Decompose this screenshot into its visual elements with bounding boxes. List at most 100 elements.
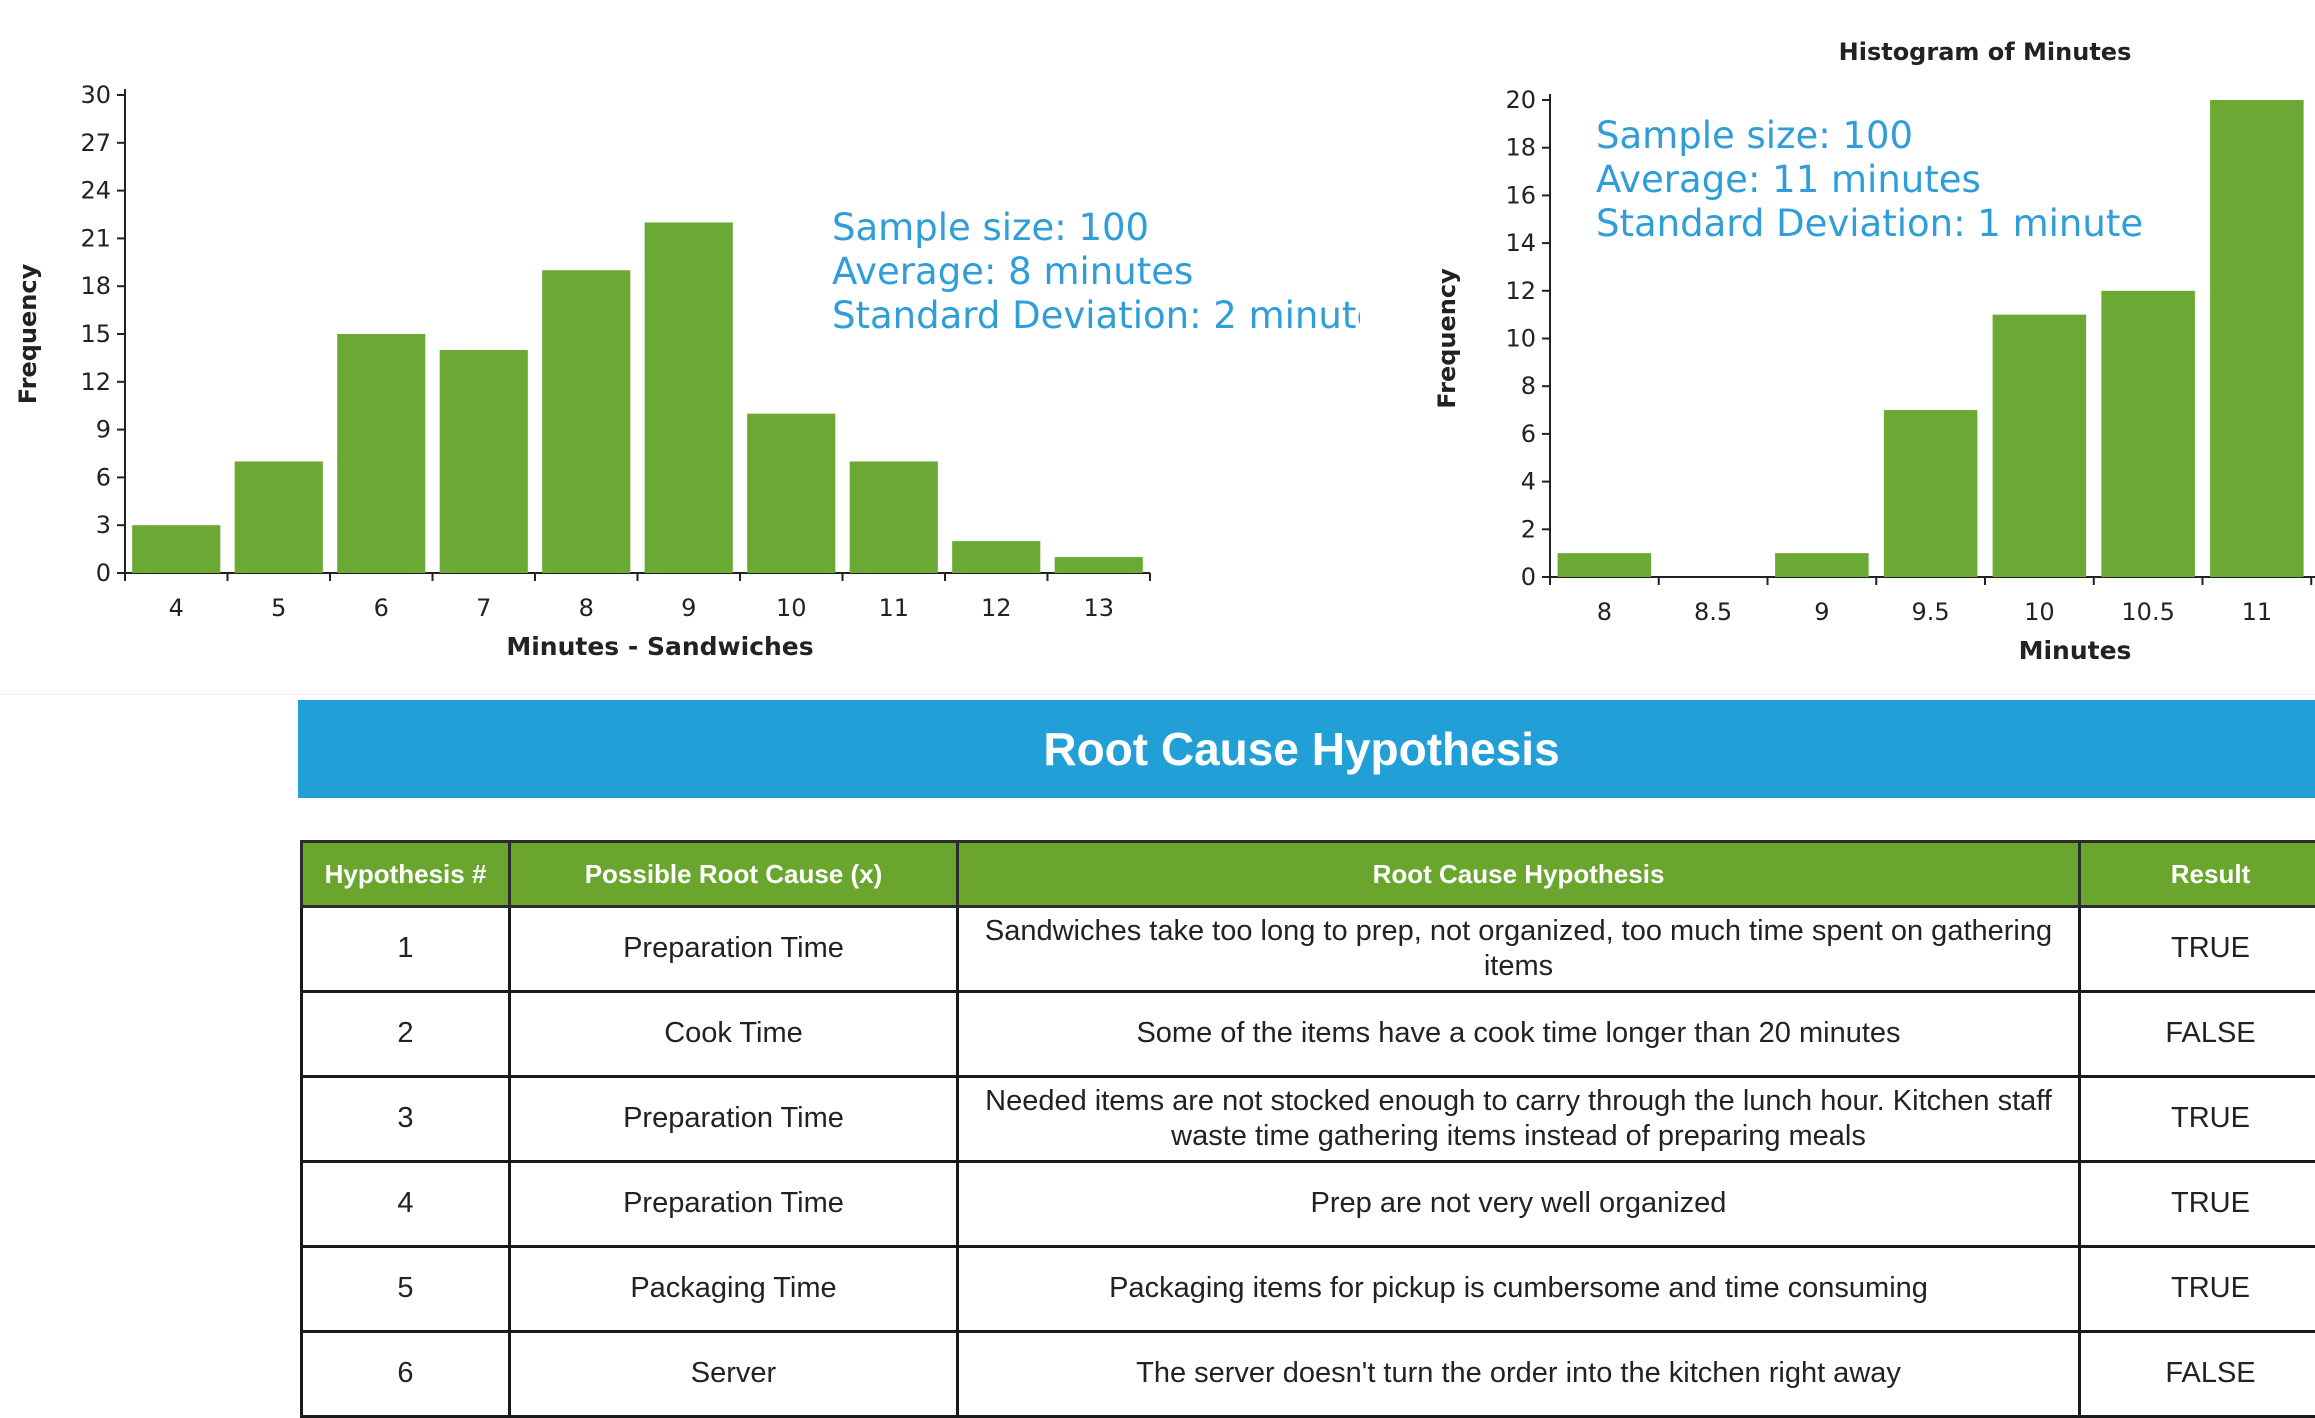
- y-tick-label: 16: [1505, 181, 1536, 209]
- table-row: 1 Preparation Time Sandwiches take too l…: [302, 907, 2315, 992]
- hypothesis-number: 5: [302, 1247, 510, 1332]
- bar: [132, 525, 220, 573]
- result: TRUE: [2080, 1077, 2315, 1162]
- stats-annotation: Sample size: 100: [1596, 114, 1913, 157]
- root-cause: Server: [510, 1332, 958, 1417]
- root-cause: Preparation Time: [510, 1162, 958, 1247]
- root-cause-banner: Root Cause Hypothesis: [298, 700, 2315, 798]
- x-tick-label: 11: [878, 594, 909, 622]
- hypothesis-text: Some of the items have a cook time longe…: [958, 992, 2080, 1077]
- stats-annotation: Standard Deviation: 1 minute: [1596, 202, 2143, 245]
- result: FALSE: [2080, 992, 2315, 1077]
- y-tick-label: 15: [80, 320, 111, 348]
- x-tick-label: 9: [1814, 598, 1829, 626]
- bar: [1993, 315, 2087, 577]
- hypothesis-text: Prep are not very well organized: [958, 1162, 2080, 1247]
- bar: [2101, 291, 2195, 577]
- table-header-row: Hypothesis # Possible Root Cause (x) Roo…: [302, 842, 2315, 907]
- x-tick-label: 9.5: [1912, 598, 1950, 626]
- y-tick-label: 12: [80, 368, 111, 396]
- result: FALSE: [2080, 1332, 2315, 1417]
- hypothesis-number: 3: [302, 1077, 510, 1162]
- root-cause: Packaging Time: [510, 1247, 958, 1332]
- x-tick-label: 5: [271, 594, 286, 622]
- y-tick-label: 0: [96, 559, 111, 587]
- header-result: Result: [2080, 842, 2315, 907]
- bar: [235, 461, 323, 573]
- y-tick-label: 0: [1521, 563, 1536, 591]
- hypothesis-number: 2: [302, 992, 510, 1077]
- y-tick-label: 2: [1521, 515, 1536, 543]
- x-tick-label: 10: [776, 594, 807, 622]
- result: TRUE: [2080, 1162, 2315, 1247]
- stats-annotation: Standard Deviation: 2 minutes: [832, 294, 1360, 337]
- y-tick-label: 6: [96, 463, 111, 491]
- header-hypothesis-number: Hypothesis #: [302, 842, 510, 907]
- stats-annotation: Sample size: 100: [832, 206, 1149, 249]
- result: TRUE: [2080, 907, 2315, 992]
- banner-title: Root Cause Hypothesis: [1043, 722, 1559, 776]
- bar: [952, 541, 1040, 573]
- hypothesis-number: 1: [302, 907, 510, 992]
- y-tick-label: 18: [80, 272, 111, 300]
- bar: [850, 461, 938, 573]
- bar: [747, 414, 835, 573]
- x-tick-label: 9: [681, 594, 696, 622]
- bar: [1558, 553, 1652, 577]
- root-cause: Preparation Time: [510, 907, 958, 992]
- bar: [542, 270, 630, 573]
- y-tick-label: 10: [1505, 325, 1536, 353]
- y-tick-label: 27: [80, 129, 111, 157]
- root-cause: Preparation Time: [510, 1077, 958, 1162]
- header-root-cause-hypothesis: Root Cause Hypothesis: [958, 842, 2080, 907]
- table-row: 4 Preparation Time Prep are not very wel…: [302, 1162, 2315, 1247]
- x-axis-title: Minutes: [2019, 636, 2132, 665]
- y-tick-label: 24: [80, 177, 111, 205]
- y-tick-label: 21: [80, 224, 111, 252]
- x-tick-label: 10: [2024, 598, 2055, 626]
- bar: [1775, 553, 1869, 577]
- x-tick-label: 7: [476, 594, 491, 622]
- table-row: 3 Preparation Time Needed items are not …: [302, 1077, 2315, 1162]
- table-row: 6 Server The server doesn't turn the ord…: [302, 1332, 2315, 1417]
- header-possible-root-cause: Possible Root Cause (x): [510, 842, 958, 907]
- x-tick-label: 11: [2242, 598, 2273, 626]
- x-tick-label: 12: [981, 594, 1012, 622]
- table-row: 2 Cook Time Some of the items have a coo…: [302, 992, 2315, 1077]
- bar: [440, 350, 528, 573]
- x-tick-label: 10.5: [2121, 598, 2174, 626]
- y-tick-label: 3: [96, 511, 111, 539]
- x-axis-title: Minutes - Sandwiches: [506, 632, 813, 661]
- root-cause-table: Hypothesis # Possible Root Cause (x) Roo…: [300, 840, 2315, 1418]
- hypothesis-text: Sandwiches take too long to prep, not or…: [958, 907, 2080, 992]
- bar: [645, 222, 733, 573]
- y-tick-label: 9: [96, 416, 111, 444]
- x-tick-label: 4: [169, 594, 184, 622]
- hypothesis-text: Needed items are not stocked enough to c…: [958, 1077, 2080, 1162]
- x-tick-label: 8: [1597, 598, 1612, 626]
- y-tick-label: 4: [1521, 468, 1536, 496]
- stats-annotation: Average: 8 minutes: [832, 250, 1193, 293]
- hypothesis-text: The server doesn't turn the order into t…: [958, 1332, 2080, 1417]
- table-row: 5 Packaging Time Packaging items for pic…: [302, 1247, 2315, 1332]
- y-tick-label: 12: [1505, 277, 1536, 305]
- y-tick-label: 6: [1521, 420, 1536, 448]
- x-tick-label: 8.5: [1694, 598, 1732, 626]
- hypothesis-number: 6: [302, 1332, 510, 1417]
- y-axis-title: Frequency: [1433, 268, 1461, 409]
- section-divider: [0, 694, 2315, 695]
- y-tick-label: 18: [1505, 134, 1536, 162]
- x-tick-label: 8: [579, 594, 594, 622]
- y-tick-label: 20: [1505, 86, 1536, 114]
- root-cause: Cook Time: [510, 992, 958, 1077]
- y-tick-label: 30: [80, 81, 111, 109]
- bar: [1055, 557, 1143, 573]
- y-axis-title: Frequency: [14, 263, 42, 404]
- x-tick-label: 6: [374, 594, 389, 622]
- y-tick-label: 14: [1505, 229, 1536, 257]
- bar: [2210, 100, 2304, 577]
- result: TRUE: [2080, 1247, 2315, 1332]
- hypothesis-number: 4: [302, 1162, 510, 1247]
